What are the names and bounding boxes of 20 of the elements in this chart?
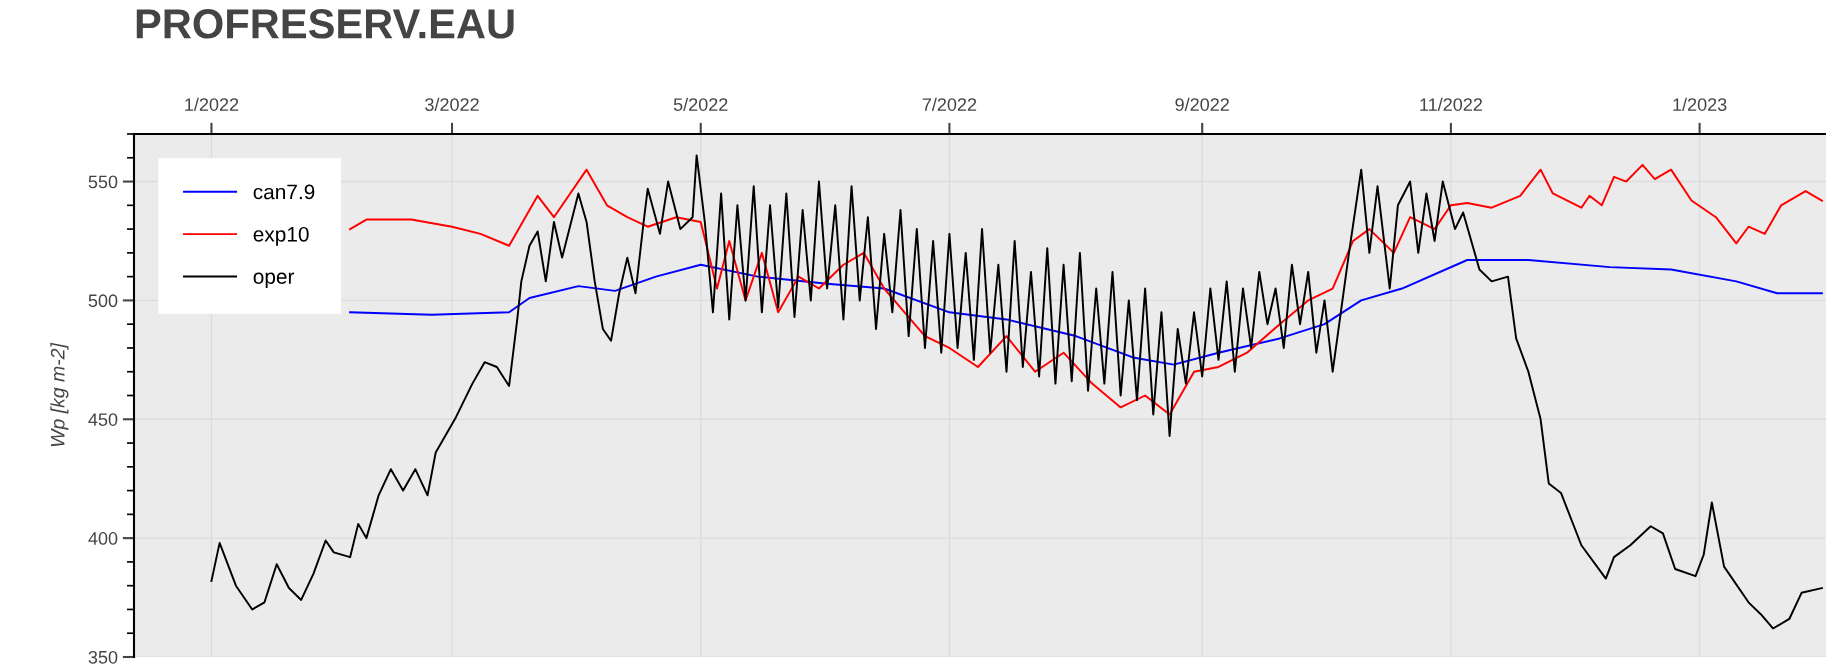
y-tick-label: 400 <box>88 532 118 545</box>
legend-label: oper <box>253 272 295 289</box>
y-tick-label: 350 <box>88 650 118 664</box>
y-tick-label: 450 <box>88 413 118 426</box>
line-series <box>349 163 1823 416</box>
y-tick-label: 550 <box>88 175 118 189</box>
x-tick-label: 7/2022 <box>922 97 977 111</box>
chart-title: PROFRESERV.EAU <box>136 9 514 39</box>
x-tick-label: 9/2022 <box>1175 97 1229 111</box>
legend-label: can7.9 <box>253 184 315 200</box>
x-tick-label: 11/2022 <box>1420 97 1482 111</box>
x-tick-label: 1/2023 <box>1673 97 1727 111</box>
line-series <box>210 154 1823 630</box>
y-tick-label: 500 <box>88 294 118 308</box>
x-tick-label: 1/2022 <box>185 97 239 111</box>
legend-label: exp10 <box>253 226 309 246</box>
x-tick-label: 5/2022 <box>673 97 728 111</box>
line-series <box>349 259 1823 366</box>
y-axis-title: Wp [kg m-2] <box>50 342 69 447</box>
x-tick-label: 3/2022 <box>425 97 479 111</box>
